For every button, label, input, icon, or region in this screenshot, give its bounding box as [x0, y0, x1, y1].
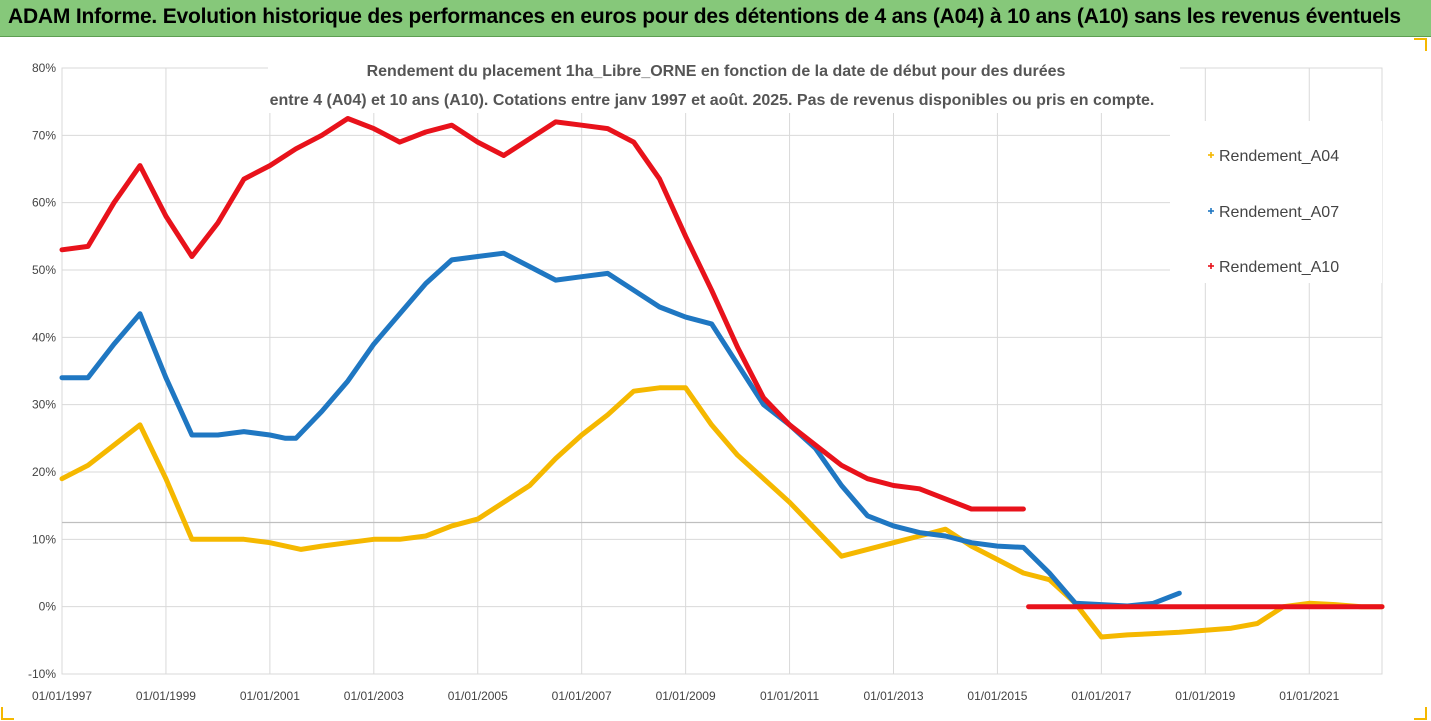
title-box — [268, 55, 1180, 113]
x-tick-label: 01/01/2019 — [1175, 689, 1235, 703]
y-tick-label: 80% — [32, 61, 56, 75]
x-tick-label: 01/01/1999 — [136, 689, 196, 703]
x-tick-label: 01/01/2007 — [552, 689, 612, 703]
x-tick-label: 01/01/2011 — [760, 689, 819, 703]
series-line-rendement-a10 — [59, 116, 1026, 512]
chart-title-line-1: Rendement du placement 1ha_Libre_ORNE en… — [367, 63, 1066, 80]
legend-label: Rendement_A07 — [1219, 204, 1339, 221]
x-tick-label: 01/01/2021 — [1279, 689, 1339, 703]
x-tick-label: 01/01/2005 — [448, 689, 508, 703]
y-tick-label: 50% — [32, 263, 56, 277]
legend-box — [1170, 121, 1382, 283]
series-line-rendement-a07 — [59, 250, 1182, 609]
chart-title-line-2: entre 4 (A04) et 10 ans (A10). Cotations… — [270, 92, 1155, 109]
y-tick-label: 10% — [32, 532, 56, 546]
frame-corner-bottom-right — [1414, 707, 1427, 720]
x-tick-label: 01/01/2013 — [863, 689, 923, 703]
y-tick-label: 30% — [32, 398, 56, 412]
x-tick-label: 01/01/2003 — [344, 689, 404, 703]
x-tick-label: 01/01/2009 — [656, 689, 716, 703]
y-tick-label: 60% — [32, 196, 56, 210]
x-tick-label: 01/01/2001 — [240, 689, 300, 703]
chart-area: 80% 70% 60% 50% 40% 30% 20% 10% 0% -10% 01/01/1997… — [0, 37, 1431, 721]
series-layer — [59, 116, 1385, 640]
x-tick-label: 01/01/2017 — [1071, 689, 1131, 703]
y-tick-label: -10% — [28, 667, 56, 681]
grid-lines — [61, 67, 1383, 675]
x-tick-label: 01/01/1997 — [32, 689, 92, 703]
legend: Rendement_A04 Rendement_A07 Rendement_A10 — [1208, 148, 1339, 276]
x-tick-label: 01/01/2015 — [967, 689, 1027, 703]
line-chart: 80% 70% 60% 50% 40% 30% 20% 10% 0% -10% 01/01/1997… — [0, 37, 1431, 721]
y-tick-label: 20% — [32, 465, 56, 479]
frame-corner-top-right — [1414, 38, 1427, 51]
legend-label: Rendement_A04 — [1219, 148, 1339, 165]
y-tick-label: 40% — [32, 330, 56, 344]
title-banner: ADAM Informe. Evolution historique des p… — [0, 0, 1431, 37]
y-tick-label: 0% — [39, 600, 57, 614]
legend-label: Rendement_A10 — [1219, 259, 1339, 276]
axis-labels: 80% 70% 60% 50% 40% 30% 20% 10% 0% -10% 01/01/1997… — [28, 61, 1340, 703]
y-tick-label: 70% — [32, 128, 56, 142]
banner-title: ADAM Informe. Evolution historique des p… — [8, 5, 1401, 28]
series-line-rendement-a04 — [59, 385, 1385, 640]
frame-corner-bottom-left — [1, 707, 14, 720]
